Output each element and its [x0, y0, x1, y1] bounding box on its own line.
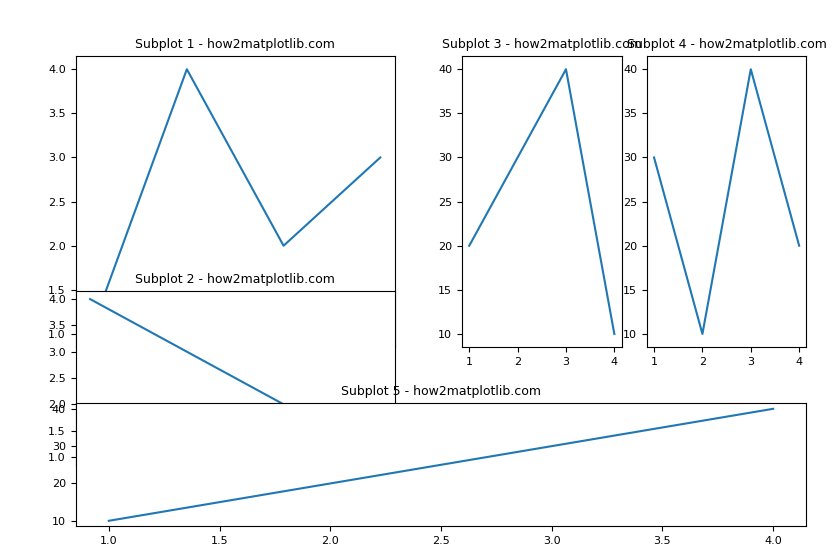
Title: Subplot 2 - how2matplotlib.com: Subplot 2 - how2matplotlib.com: [135, 273, 335, 286]
Title: Subplot 4 - how2matplotlib.com: Subplot 4 - how2matplotlib.com: [627, 38, 827, 50]
Title: Subplot 3 - how2matplotlib.com: Subplot 3 - how2matplotlib.com: [442, 38, 642, 50]
Title: Subplot 5 - how2matplotlib.com: Subplot 5 - how2matplotlib.com: [341, 385, 541, 398]
Title: Subplot 1 - how2matplotlib.com: Subplot 1 - how2matplotlib.com: [135, 38, 335, 50]
